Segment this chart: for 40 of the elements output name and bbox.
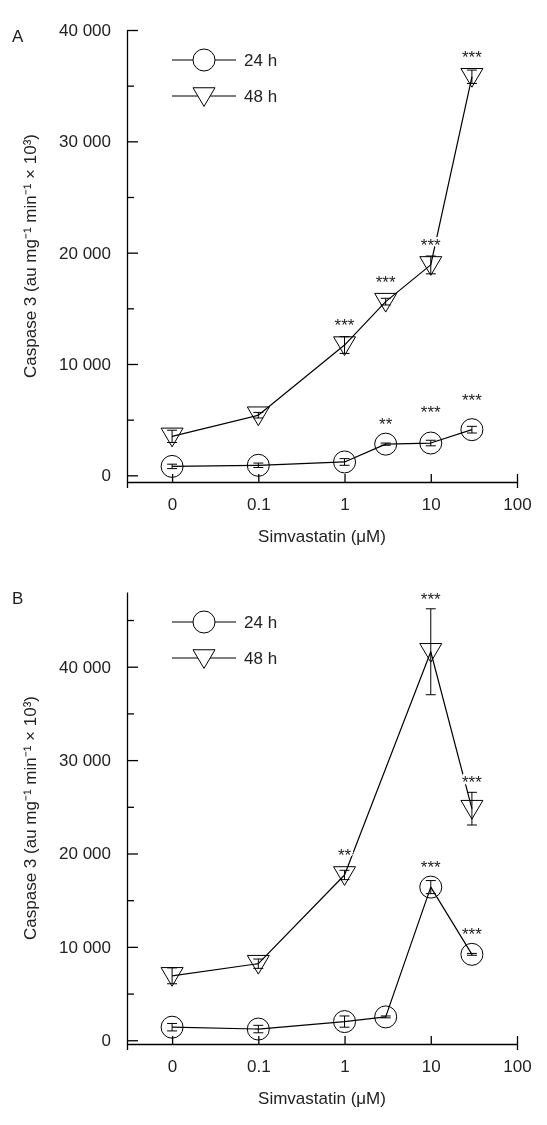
annotation: *** — [420, 858, 442, 878]
y-axis-title: Caspase 3 (au mg⁻¹ min⁻¹ × 10³) — [21, 696, 40, 940]
chart-title: A — [12, 27, 24, 46]
annotation: ** — [379, 415, 393, 435]
annotation: *** — [375, 272, 396, 292]
x-tick-label: 0.1 — [246, 1057, 271, 1077]
legend-label: 24 h — [244, 613, 278, 632]
x-tick-label: 10 — [421, 495, 441, 515]
y-tick-label: 10 000 — [59, 354, 111, 374]
x-axis-title: Simvastatin (μM) — [258, 527, 386, 546]
y-tick-label: 40 000 — [59, 20, 111, 40]
y-axis-title: Caspase 3 (au mg⁻¹ min⁻¹ × 10³) — [21, 134, 40, 378]
y-tick-label: 30 000 — [59, 751, 111, 771]
annotation: *** — [461, 391, 483, 411]
legend-label: 48 h — [244, 87, 278, 106]
annotation: *** — [334, 316, 355, 336]
x-tick-label: 0 — [167, 495, 178, 515]
y-tick-label: 20 000 — [59, 844, 111, 864]
x-tick-label: 1 — [340, 1057, 350, 1077]
x-tick-label: 100 — [503, 1057, 532, 1077]
y-tick-label: 0 — [101, 466, 111, 486]
x-tick-label: 0.1 — [246, 495, 271, 515]
annotation: ** — [337, 845, 352, 865]
y-tick-label: 10 000 — [59, 937, 111, 957]
y-tick-label: 40 000 — [59, 657, 111, 677]
annotation: *** — [420, 589, 442, 609]
x-tick-label: 0 — [167, 1057, 178, 1077]
annotation: *** — [461, 925, 483, 945]
chart-title: B — [12, 589, 24, 608]
annotation: *** — [461, 47, 483, 67]
y-tick-label: 20 000 — [59, 243, 111, 263]
annotation: *** — [420, 403, 442, 423]
y-tick-label: 0 — [101, 1031, 111, 1051]
x-tick-label: 10 — [421, 1057, 441, 1077]
x-tick-label: 1 — [340, 495, 350, 515]
legend-label: 24 h — [244, 51, 278, 70]
legend-label: 48 h — [244, 649, 278, 668]
y-tick-label: 30 000 — [59, 132, 111, 152]
x-axis-title: Simvastatin (μM) — [258, 1089, 386, 1108]
x-tick-label: 100 — [503, 495, 532, 515]
